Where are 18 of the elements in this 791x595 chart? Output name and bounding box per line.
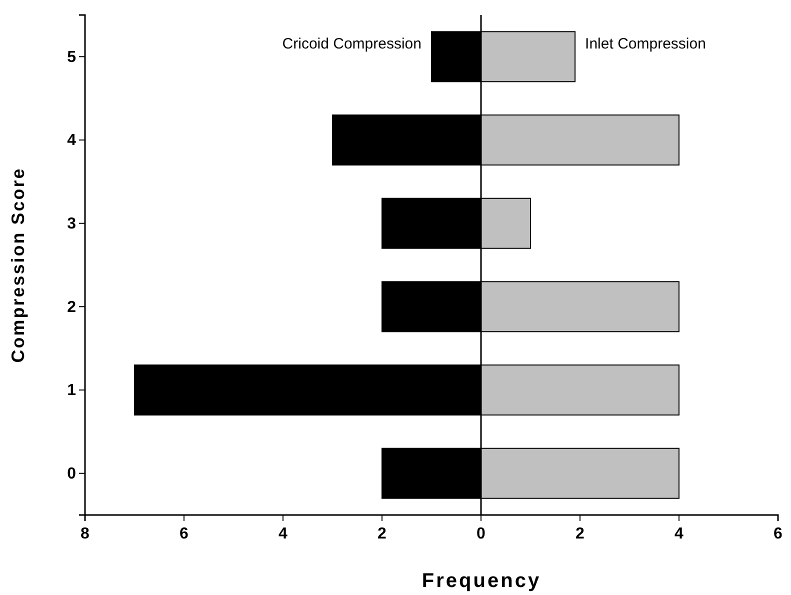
series-label: Inlet Compression [585,36,706,53]
y-axis-title: Compression Score [8,167,28,363]
y-tick-label: 0 [67,465,76,482]
x-tick-label: 2 [378,525,387,542]
x-tick-label: 2 [576,525,585,542]
x-tick-label: 4 [674,525,684,542]
series-label: Cricoid Compression [282,36,422,53]
y-tick-label: 4 [67,132,76,150]
x-tick-label: 6 [180,525,189,542]
x-tick-label: 6 [774,525,783,542]
y-tick-label: 5 [67,48,76,66]
x-tick-label: 0 [476,525,486,542]
x-tick-label: 4 [278,525,288,542]
y-tick-label: 1 [67,382,76,400]
y-tick-label: 2 [67,298,76,316]
x-tick-label: 8 [80,525,90,542]
x-axis-title: Frequency [422,570,542,592]
y-tick-label: 3 [67,215,76,232]
